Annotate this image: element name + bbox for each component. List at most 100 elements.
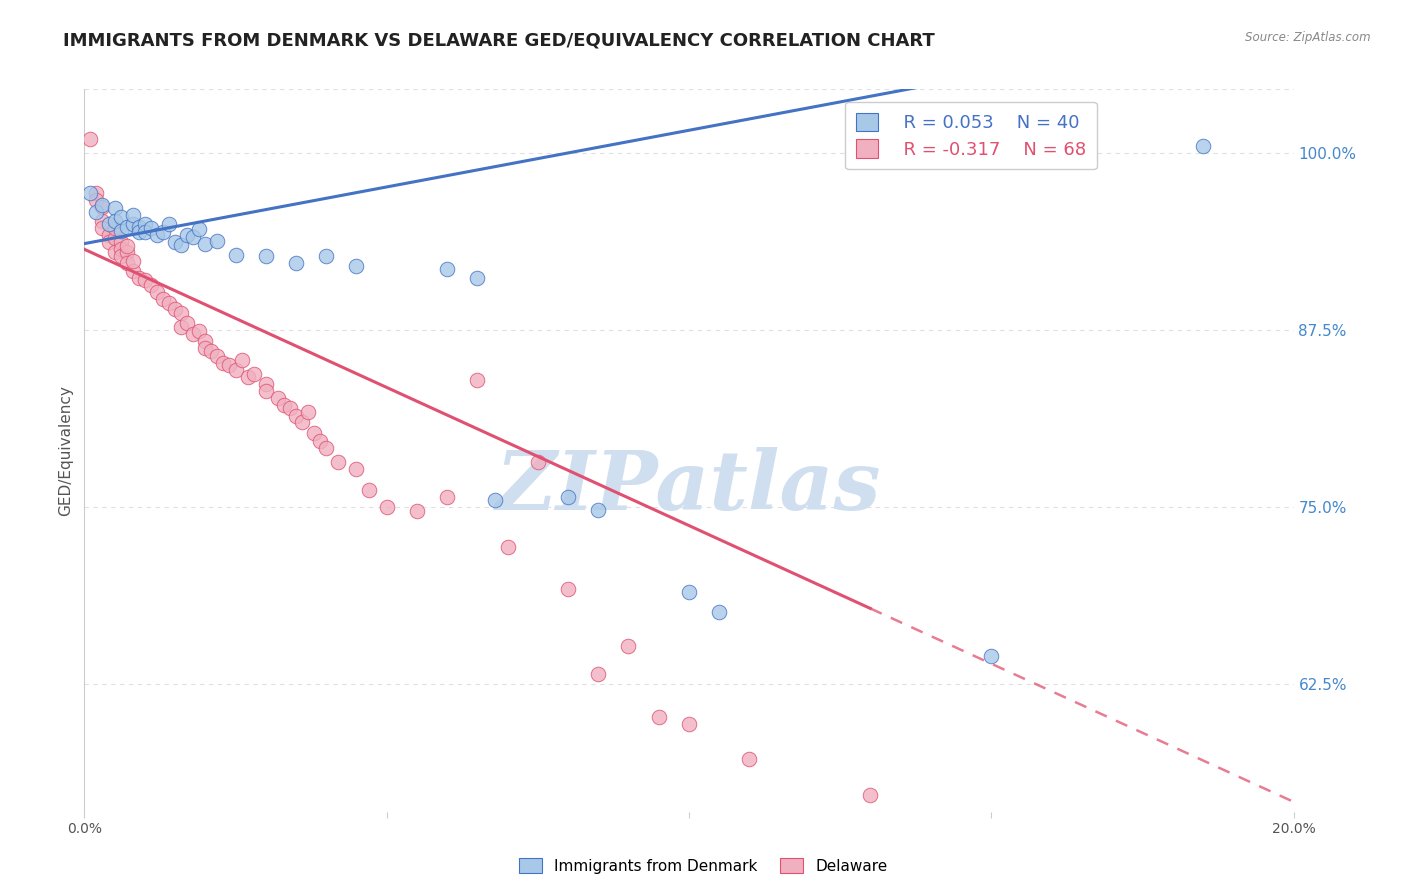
- Point: [194, 334, 217, 349]
- Point: [104, 201, 127, 215]
- Point: [79, 132, 101, 146]
- Point: [128, 219, 150, 234]
- Point: [115, 219, 138, 234]
- Point: [285, 409, 308, 424]
- Point: [588, 503, 610, 517]
- Point: [678, 585, 700, 599]
- Point: [375, 500, 398, 515]
- Point: [588, 667, 610, 681]
- Point: [406, 504, 429, 518]
- Point: [278, 401, 301, 415]
- Point: [165, 235, 187, 250]
- Point: [121, 208, 143, 222]
- Point: [980, 648, 1002, 663]
- Point: [146, 228, 169, 243]
- Point: [134, 225, 156, 239]
- Point: [97, 217, 120, 231]
- Point: [231, 352, 253, 367]
- Point: [218, 359, 240, 373]
- Point: [104, 231, 127, 245]
- Point: [297, 405, 319, 419]
- Point: [436, 490, 458, 504]
- Point: [170, 306, 193, 320]
- Point: [134, 217, 156, 231]
- Point: [527, 455, 550, 469]
- Legend:   R = 0.053    N = 40,   R = -0.317    N = 68: R = 0.053 N = 40, R = -0.317 N = 68: [845, 102, 1097, 169]
- Point: [181, 229, 204, 244]
- Point: [181, 327, 204, 342]
- Point: [328, 455, 350, 469]
- Point: [157, 296, 180, 310]
- Point: [212, 356, 235, 370]
- Point: [79, 186, 101, 200]
- Point: [170, 320, 193, 334]
- Point: [134, 273, 156, 287]
- Point: [110, 242, 132, 256]
- Point: [115, 256, 138, 270]
- Point: [188, 325, 211, 339]
- Point: [617, 639, 640, 653]
- Point: [254, 376, 277, 391]
- Point: [152, 292, 174, 306]
- Point: [496, 540, 519, 554]
- Point: [291, 415, 314, 429]
- Point: [302, 426, 325, 441]
- Point: [467, 270, 489, 285]
- Point: [152, 225, 174, 239]
- Point: [859, 788, 882, 802]
- Point: [91, 200, 114, 214]
- Point: [357, 483, 380, 497]
- Text: IMMIGRANTS FROM DENMARK VS DELAWARE GED/EQUIVALENCY CORRELATION CHART: IMMIGRANTS FROM DENMARK VS DELAWARE GED/…: [63, 31, 935, 49]
- Point: [315, 441, 337, 455]
- Point: [176, 316, 198, 330]
- Point: [104, 245, 127, 260]
- Point: [121, 253, 143, 268]
- Point: [207, 349, 229, 363]
- Point: [346, 462, 368, 476]
- Point: [236, 369, 259, 384]
- Point: [146, 285, 169, 299]
- Point: [97, 235, 120, 250]
- Point: [467, 373, 489, 387]
- Point: [285, 256, 308, 270]
- Point: [225, 248, 247, 262]
- Point: [648, 710, 671, 724]
- Point: [110, 224, 132, 238]
- Point: [121, 217, 143, 231]
- Point: [115, 245, 138, 260]
- Point: [110, 249, 132, 263]
- Point: [225, 362, 247, 376]
- Text: Source: ZipAtlas.com: Source: ZipAtlas.com: [1246, 31, 1371, 45]
- Point: [91, 214, 114, 228]
- Point: [200, 344, 222, 359]
- Point: [678, 717, 700, 731]
- Point: [115, 239, 138, 253]
- Point: [242, 367, 264, 381]
- Point: [315, 249, 337, 263]
- Point: [139, 277, 162, 292]
- Point: [97, 228, 120, 243]
- Y-axis label: GED/Equivalency: GED/Equivalency: [58, 385, 73, 516]
- Point: [436, 262, 458, 277]
- Point: [267, 391, 290, 405]
- Point: [273, 398, 295, 412]
- Point: [121, 263, 143, 277]
- Point: [165, 301, 187, 316]
- Point: [86, 193, 108, 207]
- Point: [254, 384, 277, 398]
- Point: [176, 228, 198, 243]
- Point: [346, 260, 368, 274]
- Point: [309, 434, 332, 448]
- Point: [557, 490, 579, 504]
- Point: [254, 249, 277, 263]
- Point: [104, 221, 127, 235]
- Point: [1192, 139, 1215, 153]
- Point: [194, 236, 217, 251]
- Point: [484, 493, 506, 508]
- Point: [709, 605, 731, 619]
- Legend: Immigrants from Denmark, Delaware: Immigrants from Denmark, Delaware: [512, 852, 894, 880]
- Point: [188, 222, 211, 236]
- Point: [128, 270, 150, 285]
- Point: [91, 198, 114, 212]
- Point: [170, 238, 193, 252]
